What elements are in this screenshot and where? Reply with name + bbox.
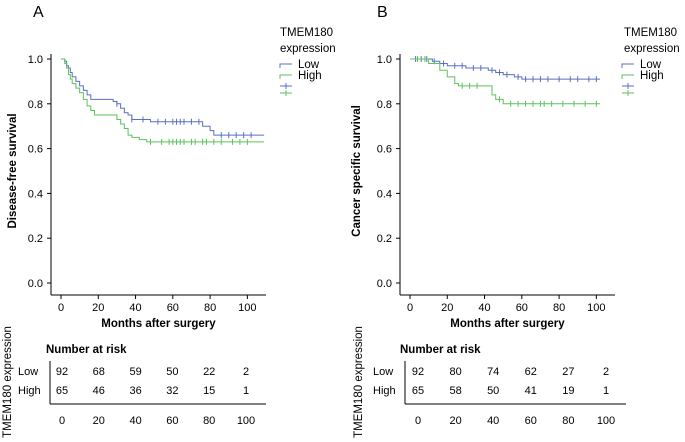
y-tick-label: 0.0: [377, 278, 392, 290]
y-tick-label: 1.0: [377, 54, 392, 66]
risk-cell: 41: [525, 385, 537, 397]
risk-table-side-label: TMEM180 expression: [353, 326, 365, 438]
risk-table-column-label: 60: [166, 415, 178, 427]
risk-cell: 27: [562, 366, 574, 378]
x-tick-label: 80: [553, 302, 565, 314]
x-tick-label: 0: [58, 302, 64, 314]
risk-table-column-label: 40: [129, 415, 141, 427]
legend-title-2: expression: [280, 43, 336, 55]
risk-cell: 2: [243, 366, 249, 378]
survival-curve-high: [410, 58, 601, 105]
risk-cell: 50: [487, 385, 499, 397]
risk-cell: 68: [93, 366, 105, 378]
legend-title-2: expression: [624, 43, 680, 55]
survival-curve-low: [61, 58, 265, 136]
y-tick-label: 0.8: [377, 99, 392, 111]
risk-table-header: Number at risk: [400, 344, 481, 356]
risk-cell: 32: [166, 385, 178, 397]
risk-table-column-label: 100: [237, 415, 255, 427]
risk-cell: 62: [525, 366, 537, 378]
risk-table-column-label: 80: [203, 415, 215, 427]
survival-curve-high: [61, 58, 265, 143]
x-axis-title: Months after surgery: [101, 318, 216, 330]
x-tick-label: 40: [478, 302, 490, 314]
risk-table-column-label: 60: [525, 415, 537, 427]
risk-cell: 1: [243, 385, 249, 397]
risk-table-column-label: 0: [415, 415, 421, 427]
y-tick-label: 0.2: [28, 233, 43, 245]
risk-cell: 2: [603, 366, 609, 378]
y-axis-title: Disease-free survival: [7, 113, 19, 228]
y-tick-label: 1.0: [28, 54, 43, 66]
y-tick-label: 0.2: [377, 233, 392, 245]
legend-swatch-low: [621, 63, 634, 68]
risk-cell: 80: [449, 366, 461, 378]
legend-label-high: High: [298, 70, 322, 82]
risk-cell: 65: [412, 385, 424, 397]
risk-cell: 15: [203, 385, 215, 397]
risk-table-column-label: 40: [487, 415, 499, 427]
risk-cell: 58: [449, 385, 461, 397]
x-tick-label: 60: [516, 302, 528, 314]
risk-cell: 22: [203, 366, 215, 378]
risk-table-header: Number at risk: [46, 344, 127, 356]
legend-label-low: Low: [298, 59, 320, 71]
risk-table-column-label: 20: [449, 415, 461, 427]
risk-table-side-label: TMEM180 expression: [2, 326, 14, 438]
x-tick-label: 100: [238, 302, 256, 314]
x-tick-label: 20: [92, 302, 104, 314]
legend-label-low: Low: [640, 59, 662, 71]
panel-letter: B: [377, 4, 388, 21]
risk-group-low: Low: [18, 366, 38, 378]
y-tick-label: 0.6: [28, 144, 43, 156]
legend-swatch-high: [621, 74, 634, 79]
legend-swatch-low: [279, 63, 292, 68]
y-axis-title: Cancer specific survival: [351, 105, 363, 237]
legend-label-high: High: [640, 70, 664, 82]
y-tick-label: 0.6: [377, 144, 392, 156]
x-tick-label: 60: [167, 302, 179, 314]
y-tick-label: 0.0: [28, 278, 43, 290]
legend-title: TMEM180: [280, 27, 333, 39]
legend-title: TMEM180: [624, 27, 677, 39]
risk-cell: 19: [562, 385, 574, 397]
risk-table-column-label: 80: [562, 415, 574, 427]
risk-cell: 65: [56, 385, 68, 397]
panel-letter: A: [33, 4, 44, 21]
risk-cell: 36: [129, 385, 141, 397]
x-tick-label: 20: [441, 302, 453, 314]
y-tick-label: 0.4: [377, 188, 392, 200]
risk-cell: 1: [603, 385, 609, 397]
x-tick-label: 80: [204, 302, 216, 314]
risk-cell: 92: [412, 366, 424, 378]
risk-cell: 92: [56, 366, 68, 378]
risk-cell: 59: [129, 366, 141, 378]
y-tick-label: 0.4: [28, 188, 43, 200]
risk-cell: 46: [93, 385, 105, 397]
y-tick-label: 0.8: [28, 99, 43, 111]
risk-cell: 74: [487, 366, 499, 378]
risk-group-low: Low: [373, 366, 393, 378]
risk-table-column-label: 0: [59, 415, 65, 427]
x-axis-title: Months after surgery: [450, 318, 565, 330]
survival-curve-low: [410, 58, 601, 80]
x-tick-label: 0: [407, 302, 413, 314]
risk-table-column-label: 100: [597, 415, 615, 427]
legend-swatch-high: [279, 74, 292, 79]
risk-table-column-label: 20: [93, 415, 105, 427]
risk-cell: 50: [166, 366, 178, 378]
risk-group-high: High: [373, 385, 396, 397]
x-tick-label: 40: [129, 302, 141, 314]
risk-group-high: High: [18, 385, 41, 397]
x-tick-label: 100: [587, 302, 605, 314]
